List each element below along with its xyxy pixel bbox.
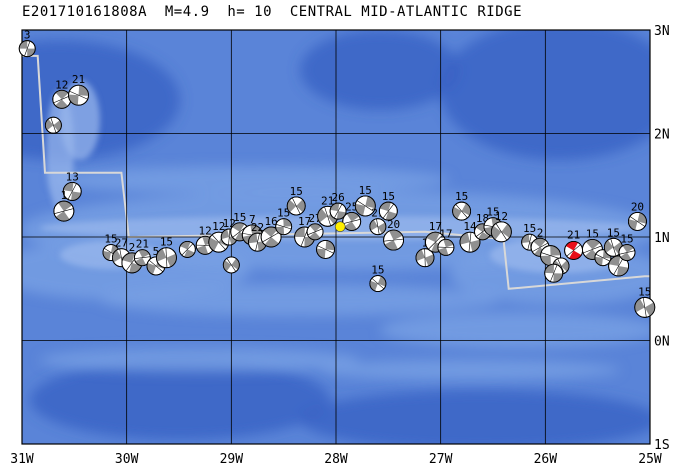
- event-beachball: [383, 229, 405, 251]
- lon-tick-label: 28W: [324, 452, 348, 467]
- event-beachball: [222, 256, 240, 274]
- event-beachball: [634, 296, 656, 318]
- event-beachball: [530, 237, 550, 257]
- event-beachball: [369, 218, 387, 236]
- event-depth-label: 7: [249, 213, 256, 226]
- event-depth-label: 15: [523, 222, 536, 235]
- lat-tick-label: 1N: [654, 231, 670, 246]
- event-depth-label: 15: [160, 236, 173, 249]
- event-depth-label: 5: [153, 245, 160, 258]
- event-depth-label: 15: [382, 190, 395, 203]
- event-depth-label: 12: [55, 78, 68, 91]
- event-depth-label: 12: [495, 210, 508, 223]
- axis-tick-labels: 31W 30W 29W 28W 27W 26W 25W 3N 2N 1N 0N 1S: [10, 24, 669, 467]
- event-beachball: [260, 226, 282, 248]
- event-beachball: [608, 255, 630, 277]
- event-depth-label: 22: [251, 221, 264, 234]
- event-beachball: [354, 195, 376, 217]
- map-frame: [21, 29, 651, 445]
- event-beachball: [415, 248, 435, 268]
- event-depth-label: 15: [233, 211, 246, 224]
- event-depth-label: 15: [104, 233, 117, 246]
- event-depth-label: 1: [61, 189, 68, 202]
- event-beachball: [459, 231, 481, 253]
- event-beachball: [62, 182, 82, 201]
- event-depth-label: 2: [537, 226, 544, 239]
- lat-tick-label: 2N: [654, 128, 670, 143]
- event-depth-label: 3: [24, 29, 31, 42]
- event-beachball: [544, 263, 564, 283]
- event-beachball: [133, 249, 151, 267]
- event-depth-label: 26: [331, 191, 344, 204]
- event-beachball: [342, 212, 362, 231]
- event-beachball: [490, 221, 512, 243]
- event-beachball: [68, 84, 89, 106]
- event-beachball: [437, 238, 455, 256]
- event-depth-label: 15: [638, 285, 651, 298]
- lat-tick-label: 3N: [654, 24, 670, 39]
- event-depth-label: 21: [321, 194, 334, 207]
- event-depth-label: 17: [429, 220, 442, 233]
- event-beachball: [329, 202, 347, 220]
- lon-tick-label: 25W: [638, 452, 662, 467]
- event-beachball: [369, 275, 387, 293]
- event-depth-label: 13: [66, 170, 79, 183]
- lon-tick-label: 29W: [220, 452, 244, 467]
- event-depth-label: 15: [586, 227, 599, 240]
- event-beachball: [452, 201, 472, 221]
- epicenter-marker: [334, 221, 346, 232]
- event-beachball: [52, 89, 72, 109]
- event-beachball: [378, 201, 398, 221]
- event-depth-label: 17: [298, 215, 311, 228]
- event-depth-label: 15: [486, 206, 499, 219]
- event-depth-label: 16: [264, 215, 277, 228]
- event-depth-label: 15: [371, 264, 384, 277]
- event-depth-label: 15: [290, 185, 303, 198]
- event-depth-label: 1: [422, 237, 429, 250]
- event-beachball: [275, 218, 293, 236]
- event-depth-label: 14: [463, 220, 477, 233]
- event-depth-label: 15: [607, 226, 620, 239]
- event-depth-label: 15: [359, 184, 372, 197]
- event-depth-label: 12: [212, 220, 225, 233]
- event-depth-label: 2: [129, 241, 136, 254]
- event-depth-label: 15: [620, 233, 633, 246]
- event-depth-label: 20: [631, 200, 644, 213]
- event-beachball: [155, 247, 177, 269]
- event-depth-label: 20: [387, 218, 400, 231]
- event-beachball: [618, 244, 636, 261]
- event-depth-label: 21: [72, 73, 85, 86]
- event-beachball: [53, 200, 75, 222]
- lon-tick-label: 31W: [10, 452, 34, 467]
- main-event-beachball: [564, 241, 584, 260]
- lat-tick-label: 1S: [654, 438, 670, 453]
- lon-tick-label: 30W: [115, 452, 139, 467]
- event-depth-label: 25: [345, 200, 358, 213]
- event-depth-label: 27: [115, 237, 128, 250]
- event-beachball: [306, 223, 324, 241]
- event-beachball: [178, 240, 196, 258]
- lat-tick-label: 0N: [654, 335, 670, 350]
- map-grid: [21, 29, 651, 445]
- event-depth-label: 15: [455, 190, 468, 203]
- lon-tick-label: 26W: [534, 452, 558, 467]
- event-beachball: [316, 239, 335, 259]
- event-title: E201710161808A M=4.9 h= 10 CENTRAL MID-A…: [22, 4, 523, 20]
- event-depth-label: 12: [199, 224, 212, 237]
- event-depth-label: 15: [277, 207, 290, 220]
- event-beachball: [627, 212, 647, 231]
- lon-tick-label: 27W: [429, 452, 453, 467]
- event-beachball: [18, 40, 36, 58]
- event-beachball: [286, 196, 306, 216]
- event-depth-label: 21: [136, 238, 149, 251]
- event-beachball: [44, 116, 62, 134]
- main-event-label: 21: [567, 228, 580, 241]
- event-depth-label: 17: [439, 227, 452, 240]
